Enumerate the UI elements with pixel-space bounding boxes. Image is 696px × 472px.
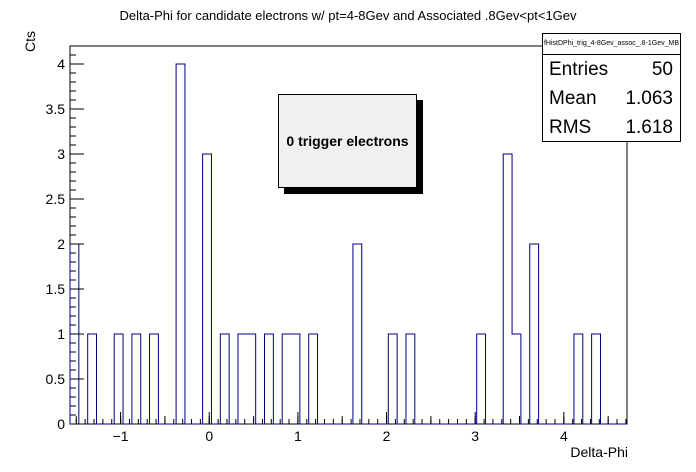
x-tick-label: 0 <box>205 428 213 444</box>
y-tick-label: 1 <box>57 326 65 342</box>
histogram-bin <box>388 334 397 424</box>
stats-value: 50 <box>651 59 673 80</box>
x-axis-label: Delta-Phi <box>570 444 628 460</box>
histogram-bin <box>291 334 300 424</box>
y-tick-label: 2.5 <box>46 191 66 207</box>
stats-value: 1.063 <box>625 88 673 109</box>
x-tick-label: 2 <box>383 428 391 444</box>
histogram-bin <box>592 334 601 424</box>
y-axis-label: Cts <box>22 31 38 52</box>
stats-row-mean: Mean 1.063 <box>543 84 680 113</box>
x-tick-label: 3 <box>471 428 479 444</box>
histogram-bin <box>238 334 247 424</box>
stats-label: Mean <box>549 88 597 109</box>
histogram-bin <box>530 244 539 424</box>
histogram-bin <box>574 334 583 424</box>
histogram-line <box>69 63 627 425</box>
y-tick-label: 0.5 <box>46 371 66 387</box>
histogram-bin <box>114 334 123 424</box>
histogram-bin <box>282 334 291 424</box>
y-tick-label: 3 <box>57 146 65 162</box>
histogram-bin <box>247 334 256 424</box>
x-tick-label: 4 <box>560 428 568 444</box>
histogram-bin <box>220 334 229 424</box>
histogram-bin <box>88 334 97 424</box>
stats-row-rms: RMS 1.618 <box>543 113 680 142</box>
stats-box: fHistDPhi_trig_4-8Gev_assoc_.8-1Gev_MB E… <box>542 33 681 142</box>
stats-label: RMS <box>549 117 592 138</box>
chart-title: Delta-Phi for candidate electrons w/ pt=… <box>119 8 577 23</box>
y-tick-label: 0 <box>57 416 65 432</box>
histogram-bin <box>503 154 512 424</box>
y-tick-label: 1.5 <box>46 281 66 297</box>
stats-row-entries: Entries 50 <box>543 55 680 84</box>
histogram-bin <box>406 334 415 424</box>
histogram-bin <box>512 334 521 424</box>
annotation-text: 0 trigger electrons <box>286 133 409 149</box>
x-tick-label: 1 <box>294 428 302 444</box>
stats-histogram-name: fHistDPhi_trig_4-8Gev_assoc_.8-1Gev_MB <box>543 34 680 55</box>
histogram-bin <box>477 334 486 424</box>
y-tick-label: 2 <box>57 236 65 252</box>
histogram-bin <box>176 64 185 424</box>
histogram-bin <box>309 334 318 424</box>
x-tick-label: −1 <box>113 428 129 444</box>
y-tick-label: 4 <box>57 56 65 72</box>
histogram-bin <box>132 334 141 424</box>
annotation-box: 0 trigger electrons <box>278 94 417 188</box>
stats-label: Entries <box>549 59 609 80</box>
histogram-bin <box>150 334 159 424</box>
histogram-bin <box>265 334 274 424</box>
stats-value: 1.618 <box>625 117 673 138</box>
histogram-bin <box>203 154 212 424</box>
y-tick-label: 3.5 <box>46 101 66 117</box>
histogram-bin <box>353 244 362 424</box>
